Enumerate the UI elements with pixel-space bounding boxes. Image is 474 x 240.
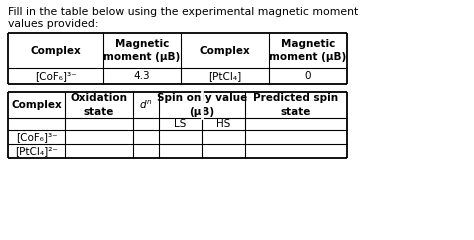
- Text: Predicted spin
state: Predicted spin state: [254, 93, 338, 117]
- Text: $d^n$: $d^n$: [139, 99, 153, 111]
- Text: Complex: Complex: [30, 46, 81, 55]
- Text: Fill in the table below using the experimental magnetic moment: Fill in the table below using the experi…: [8, 7, 358, 17]
- Text: 4.3: 4.3: [134, 71, 150, 81]
- Text: Oxidation
state: Oxidation state: [71, 93, 128, 117]
- Text: Complex: Complex: [200, 46, 250, 55]
- Text: [PtCl₄]²⁻: [PtCl₄]²⁻: [15, 146, 58, 156]
- Text: 0: 0: [305, 71, 311, 81]
- Text: [CoF₆]³⁻: [CoF₆]³⁻: [16, 132, 57, 142]
- Text: Magnetic
moment (μB): Magnetic moment (μB): [269, 39, 346, 62]
- Text: Magnetic
moment (μB): Magnetic moment (μB): [103, 39, 181, 62]
- Text: HS: HS: [216, 119, 231, 129]
- Text: [PtCl₄]: [PtCl₄]: [209, 71, 242, 81]
- Text: Spin only value
(μB): Spin only value (μB): [157, 93, 247, 117]
- Text: LS: LS: [174, 119, 187, 129]
- Text: Complex: Complex: [11, 100, 62, 110]
- Text: [CoF₆]³⁻: [CoF₆]³⁻: [35, 71, 76, 81]
- Text: values provided:: values provided:: [8, 19, 99, 29]
